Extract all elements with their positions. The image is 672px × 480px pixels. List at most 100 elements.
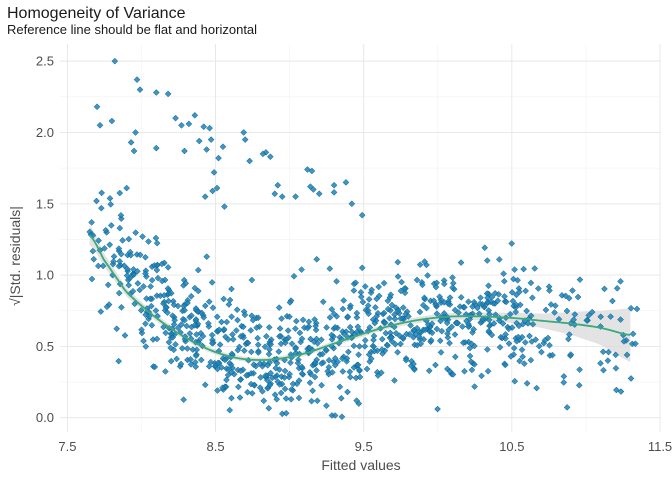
data-point: [298, 370, 306, 378]
data-point: [272, 364, 280, 372]
data-point: [223, 376, 230, 384]
data-point: [432, 361, 439, 369]
data-point: [187, 361, 195, 368]
data-point: [307, 335, 314, 343]
data-point: [481, 244, 489, 252]
data-point: [467, 358, 475, 366]
data-point: [314, 339, 321, 347]
data-point: [370, 336, 377, 344]
data-point: [338, 413, 346, 421]
data-point: [253, 324, 261, 332]
data-point: [180, 396, 187, 404]
data-point: [115, 357, 123, 365]
data-point: [397, 340, 404, 348]
data-point: [340, 297, 348, 304]
data-point: [224, 371, 232, 379]
data-point: [449, 371, 457, 378]
data-point: [323, 402, 330, 410]
data-point: [177, 360, 185, 368]
data-point: [347, 373, 354, 381]
data-point: [192, 352, 200, 360]
data-point: [520, 265, 527, 273]
data-point: [340, 330, 348, 338]
data-point: [434, 405, 441, 413]
data-point: [118, 303, 125, 311]
data-point: [398, 278, 405, 286]
data-point: [476, 300, 484, 308]
data-point: [597, 359, 604, 367]
data-point: [613, 284, 621, 292]
data-point: [102, 226, 110, 234]
data-point: [477, 294, 484, 302]
data-point: [466, 344, 474, 352]
data-point: [562, 292, 569, 300]
data-point: [465, 298, 472, 306]
data-point: [174, 324, 182, 332]
data-point: [119, 236, 126, 244]
data-point: [449, 274, 456, 281]
data-point: [468, 366, 476, 374]
data-point: [364, 307, 372, 314]
data-point: [510, 344, 518, 352]
data-point: [387, 291, 395, 299]
data-point: [278, 193, 286, 200]
data-point: [188, 312, 195, 319]
data-point: [160, 291, 168, 299]
data-point: [281, 374, 288, 381]
data-point: [213, 184, 221, 192]
data-point: [366, 324, 374, 331]
data-point: [478, 372, 485, 380]
data-point: [599, 348, 607, 356]
data-point: [457, 294, 465, 301]
data-point: [226, 406, 234, 414]
data-point: [152, 307, 160, 314]
data-point: [275, 348, 283, 355]
data-point: [161, 368, 169, 375]
data-point: [407, 322, 414, 329]
data-point: [265, 350, 273, 358]
data-point: [248, 312, 256, 320]
data-point: [353, 328, 361, 336]
data-point: [262, 333, 270, 340]
data-point: [356, 342, 363, 350]
data-point: [433, 279, 441, 287]
data-point: [237, 333, 245, 340]
data-point: [148, 276, 156, 284]
data-point: [515, 322, 523, 330]
data-point: [372, 304, 379, 311]
data-point: [152, 89, 160, 96]
data-point: [356, 373, 364, 381]
data-point: [470, 325, 478, 333]
data-point: [172, 114, 179, 122]
data-point: [148, 321, 156, 329]
data-point: [197, 356, 205, 364]
data-point: [103, 303, 111, 311]
data-point: [448, 323, 456, 331]
data-point: [243, 372, 250, 379]
data-point: [511, 266, 518, 273]
data-point: [286, 299, 294, 306]
data-point: [446, 339, 453, 347]
data-point: [353, 309, 361, 317]
data-point: [254, 334, 261, 342]
data-point: [386, 314, 393, 322]
data-point: [286, 313, 293, 321]
data-point: [121, 332, 129, 339]
data-point: [541, 336, 549, 344]
data-point: [145, 238, 152, 245]
data-point: [526, 332, 533, 340]
data-point: [296, 329, 304, 337]
data-point: [273, 395, 281, 403]
data-point: [326, 314, 334, 321]
data-point: [308, 397, 315, 405]
data-point: [229, 331, 236, 338]
data-point: [574, 293, 582, 301]
data-point: [298, 363, 306, 371]
data-point: [276, 325, 284, 332]
data-point: [172, 341, 179, 348]
data-point: [520, 360, 528, 367]
data-point: [551, 309, 558, 316]
data-point: [325, 363, 333, 371]
data-point: [516, 357, 523, 365]
data-point: [152, 144, 160, 152]
